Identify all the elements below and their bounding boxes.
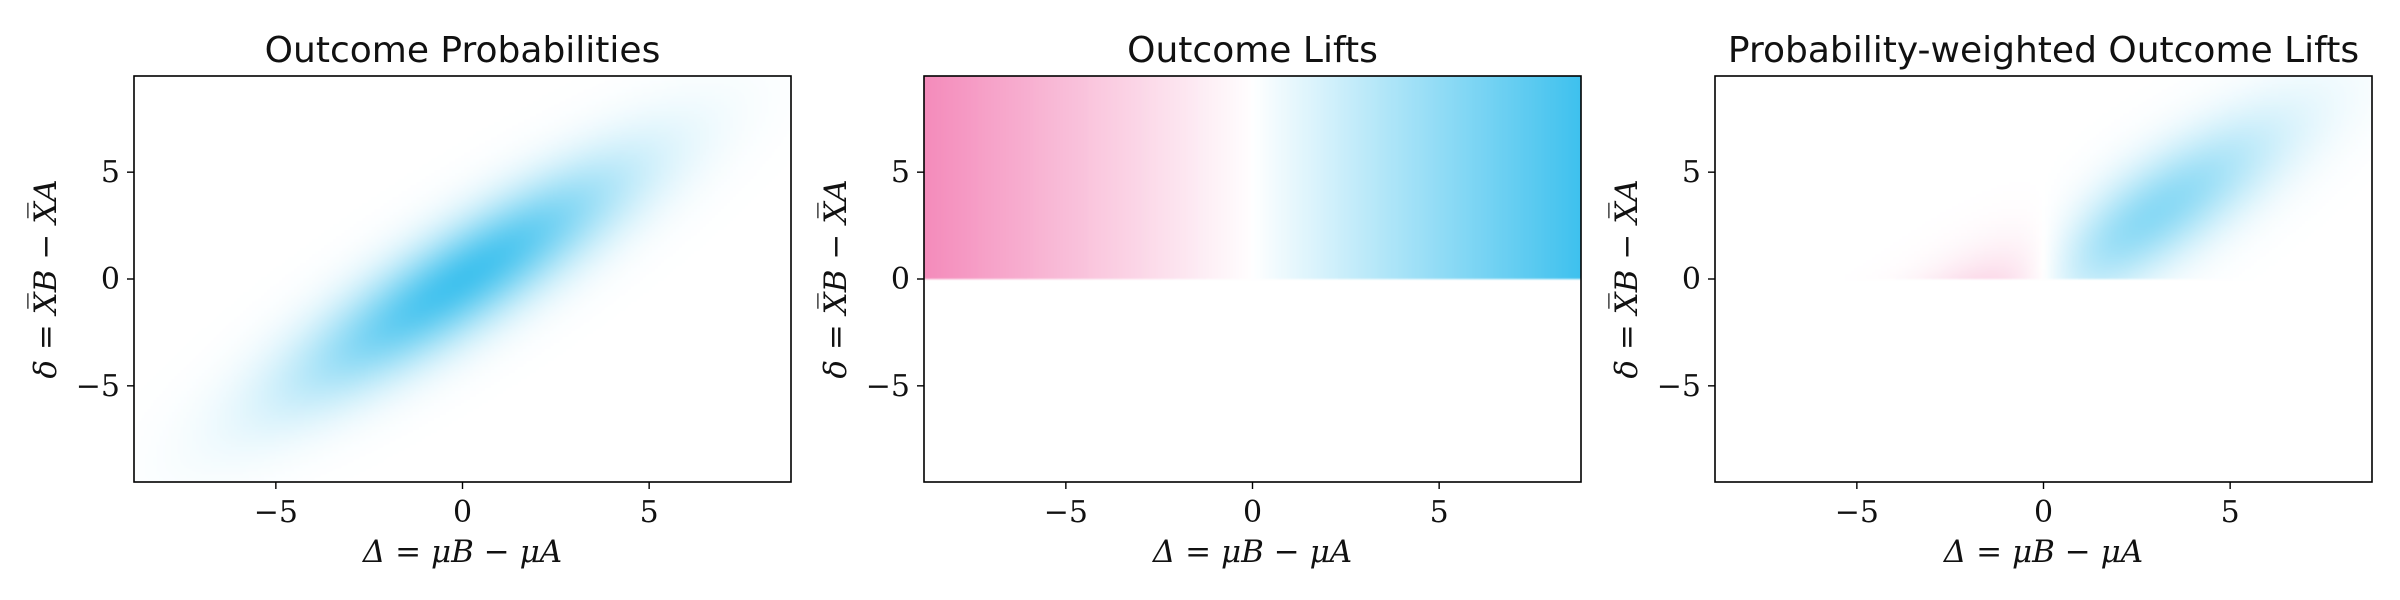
x-tick-label: 0 xyxy=(453,495,472,530)
chart-panel-3: Probability-weighted Outcome Lifts −5 0 5 −5… xyxy=(1606,30,2373,570)
x-tick-label: 0 xyxy=(1243,495,1262,530)
y-tick-label: 0 xyxy=(891,262,910,297)
y-tick-label: −5 xyxy=(1657,369,1701,404)
y-tick-label: 5 xyxy=(1682,155,1701,190)
y-axis-label: δ = X̅B − X̅A xyxy=(1606,179,1645,378)
chart-title: Probability-weighted Outcome Lifts xyxy=(1728,30,2359,71)
x-tick-label: 5 xyxy=(640,495,659,530)
heatmap-field xyxy=(134,76,791,482)
x-tick-label: −5 xyxy=(1835,495,1879,530)
x-tick-label: −5 xyxy=(254,495,298,530)
x-axis-label: Δ = μB − μA xyxy=(362,534,562,570)
y-tick-label: −5 xyxy=(76,369,120,404)
x-tick-label: 0 xyxy=(2034,495,2053,530)
chart-title: Outcome Lifts xyxy=(1127,30,1378,71)
chart-panel-2: Outcome Lifts −5 0 5 −5 0 5 Δ = μB − μA δ = X̅B … xyxy=(815,30,1582,570)
y-tick-label: 5 xyxy=(101,155,120,190)
x-tick-label: −5 xyxy=(1044,495,1088,530)
x-axis-label: Δ = μB − μA xyxy=(1943,534,2143,570)
heatmap-field xyxy=(1715,76,2372,482)
y-tick-label: 0 xyxy=(1682,262,1701,297)
x-axis-label: Δ = μB − μA xyxy=(1152,534,1352,570)
y-tick-label: −5 xyxy=(866,369,910,404)
heatmap-field xyxy=(924,76,1581,482)
x-tick-label: 5 xyxy=(1430,495,1449,530)
chart-title: Outcome Probabilities xyxy=(265,30,661,71)
y-axis-label: δ = X̅B − X̅A xyxy=(25,179,64,378)
x-tick-label: 5 xyxy=(2221,495,2240,530)
y-tick-label: 0 xyxy=(101,262,120,297)
y-axis-label: δ = X̅B − X̅A xyxy=(815,179,854,378)
y-tick-label: 5 xyxy=(891,155,910,190)
chart-panel-1: Outcome Probabilities −5 0 5 −5 0 5 Δ = μB − μA… xyxy=(25,30,792,570)
